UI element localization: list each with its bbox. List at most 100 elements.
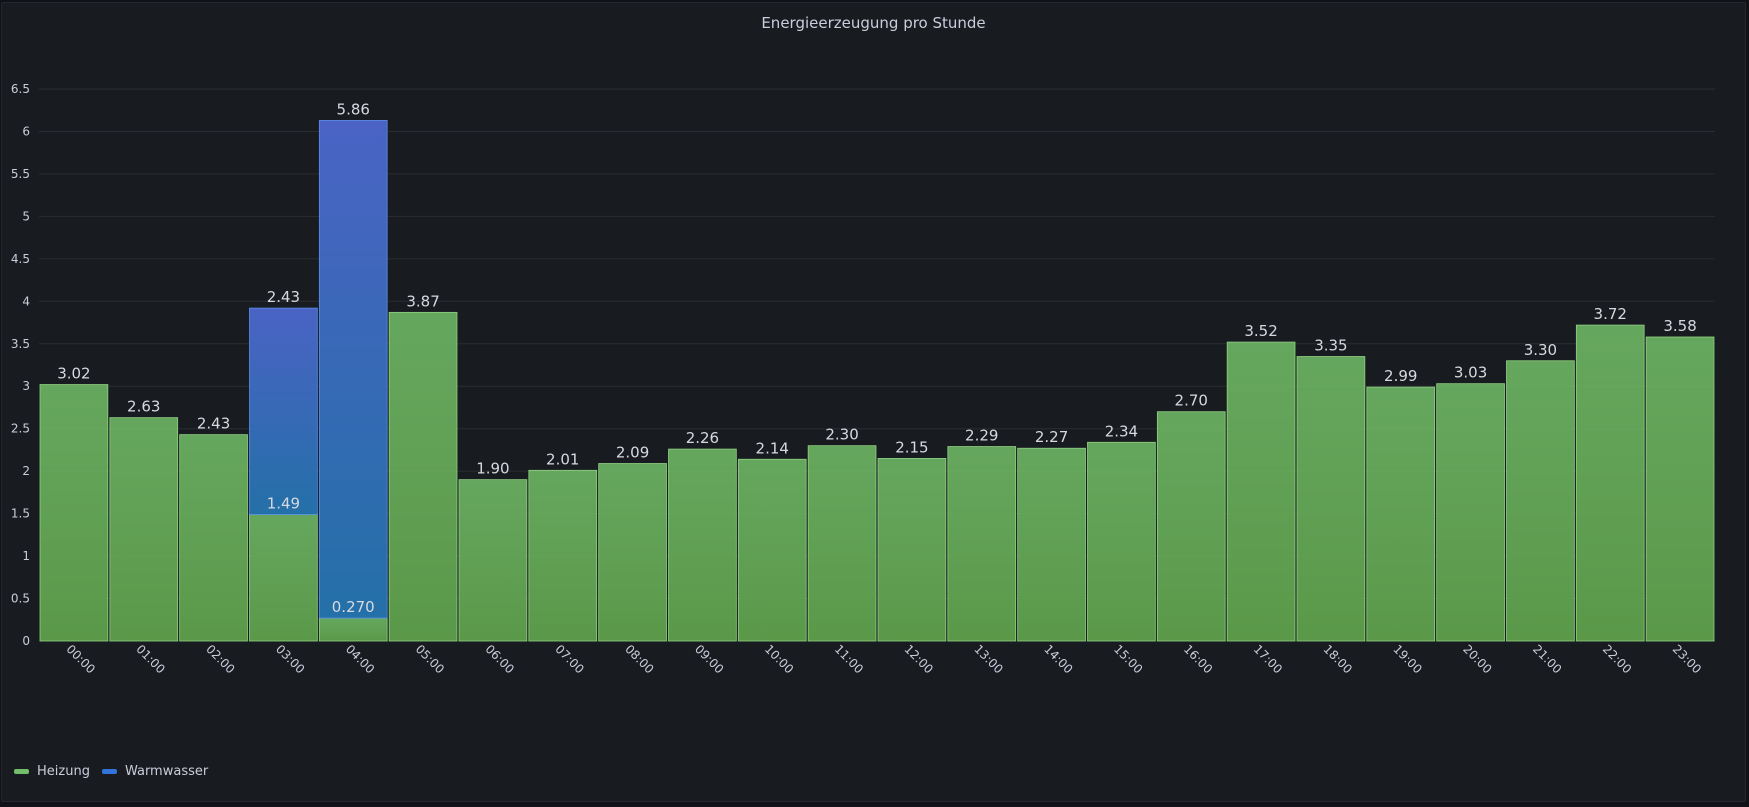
x-tick-label: 20:00 (1460, 642, 1494, 676)
bar-heizung[interactable] (318, 617, 388, 642)
bar-warmwasser[interactable] (318, 120, 388, 619)
x-tick-label: 21:00 (1530, 642, 1564, 676)
x-tick-label: 23:00 (1670, 642, 1704, 676)
y-tick-label: 5.5 (11, 167, 30, 181)
data-label-heizung: 2.63 (127, 398, 160, 416)
x-axis: 00:00 01:00 02:00 03:00 04:00 05:00 06:00 07:00… (64, 642, 1705, 676)
data-label-heizung: 3.87 (406, 292, 439, 310)
bar-heizung[interactable] (737, 458, 807, 642)
data-label-heizung: 2.09 (616, 444, 649, 462)
data-label-heizung: 2.15 (895, 438, 928, 456)
x-tick-label: 22:00 (1600, 642, 1634, 676)
legend-label-heizung: Heizung (37, 764, 90, 779)
data-label-heizung: 2.01 (546, 450, 579, 468)
x-tick-label: 19:00 (1390, 642, 1424, 676)
legend-label-warmwasser: Warmwasser (124, 764, 209, 779)
y-tick-label: 0 (22, 634, 30, 648)
x-tick-label: 10:00 (762, 642, 796, 676)
bar-heizung[interactable] (807, 445, 877, 642)
legend-swatch-warmwasser (101, 769, 117, 774)
data-label-heizung: 3.30 (1524, 341, 1557, 359)
bars (39, 120, 1715, 642)
bar-heizung[interactable] (1087, 441, 1156, 642)
bar-heizung[interactable] (668, 448, 737, 642)
x-tick-label: 14:00 (1041, 642, 1075, 676)
x-tick-label: 02:00 (203, 642, 237, 676)
legend-item-warmwasser[interactable]: Warmwasser (101, 764, 209, 779)
data-label-heizung: 2.26 (686, 429, 719, 447)
data-label-heizung: 1.90 (476, 460, 509, 478)
data-label-heizung: 2.99 (1384, 367, 1417, 385)
bar-heizung[interactable] (249, 514, 318, 642)
bar-heizung[interactable] (1296, 356, 1366, 642)
data-label-heizung: 1.49 (267, 494, 300, 512)
bar-heizung[interactable] (179, 434, 248, 642)
x-tick-label: 06:00 (483, 642, 517, 676)
x-tick-label: 15:00 (1111, 642, 1145, 676)
data-label-heizung: 2.14 (756, 439, 789, 457)
x-tick-label: 16:00 (1181, 642, 1215, 676)
y-tick-label: 6 (22, 124, 30, 138)
bar-heizung[interactable] (947, 446, 1017, 642)
y-tick-label: 2 (22, 464, 30, 478)
y-tick-label: 1.5 (11, 507, 30, 521)
x-tick-label: 00:00 (64, 642, 98, 676)
data-label-heizung: 0.270 (332, 598, 375, 616)
data-label-heizung: 2.30 (825, 426, 858, 444)
x-tick-label: 13:00 (971, 642, 1005, 676)
data-label-warmwasser: 2.43 (267, 288, 300, 306)
data-label-heizung: 3.02 (57, 365, 90, 383)
bar-heizung[interactable] (877, 458, 947, 642)
x-tick-label: 03:00 (273, 642, 307, 676)
x-tick-label: 04:00 (343, 642, 377, 676)
panel-title: Energieerzeugung pro Stunde (761, 14, 986, 32)
data-label-heizung: 3.35 (1314, 337, 1347, 355)
data-labels: 3.02 2.63 2.43 1.49 2.43 0.270 5.86 3.87 1.90 2.0… (57, 100, 1697, 616)
x-tick-label: 11:00 (832, 642, 866, 676)
x-tick-label: 17:00 (1251, 642, 1285, 676)
data-label-heizung: 2.34 (1105, 422, 1138, 440)
bar-heizung[interactable] (1645, 336, 1715, 642)
bar-heizung[interactable] (1226, 341, 1296, 642)
y-tick-label: 4.5 (11, 252, 30, 266)
data-label-warmwasser: 5.86 (337, 100, 370, 118)
x-tick-label: 07:00 (552, 642, 586, 676)
data-label-heizung: 3.52 (1244, 322, 1277, 340)
bar-heizung[interactable] (528, 469, 598, 642)
x-tick-label: 01:00 (133, 642, 167, 676)
legend: Heizung Warmwasser (14, 764, 208, 779)
x-tick-label: 12:00 (902, 642, 936, 676)
bar-heizung[interactable] (1156, 411, 1226, 642)
data-label-heizung: 3.03 (1454, 364, 1487, 382)
y-tick-label: 3.5 (11, 337, 30, 351)
bar-heizung[interactable] (598, 463, 667, 642)
y-tick-label: 4 (22, 294, 30, 308)
x-tick-label: 08:00 (622, 642, 656, 676)
x-tick-label: 18:00 (1321, 642, 1355, 676)
legend-swatch-heizung (14, 769, 29, 774)
legend-item-heizung[interactable]: Heizung (14, 764, 90, 779)
bar-heizung[interactable] (458, 479, 528, 642)
bar-heizung[interactable] (109, 417, 179, 642)
bar-warmwasser[interactable] (249, 307, 318, 515)
bar-heizung[interactable] (1575, 324, 1645, 642)
y-axis: 0 0.5 1 1.5 2 2.5 3 3.5 4 4.5 5 5.5 6 6.5 (11, 82, 30, 648)
data-label-heizung: 2.43 (197, 415, 230, 433)
y-tick-label: 1 (22, 549, 30, 563)
grid-lines (39, 88, 1715, 642)
bar-heizung[interactable] (1366, 386, 1436, 642)
bar-heizung[interactable] (1017, 447, 1086, 642)
x-tick-label: 05:00 (413, 642, 447, 676)
y-tick-label: 5 (22, 209, 30, 223)
data-label-heizung: 2.27 (1035, 428, 1068, 446)
y-tick-label: 0.5 (11, 592, 30, 606)
data-label-heizung: 2.70 (1175, 392, 1208, 410)
y-tick-label: 6.5 (11, 82, 30, 96)
bar-heizung[interactable] (1506, 360, 1575, 642)
x-tick-label: 09:00 (692, 642, 726, 676)
bar-heizung[interactable] (39, 384, 109, 642)
bar-heizung[interactable] (1436, 383, 1505, 642)
bar-heizung[interactable] (388, 311, 458, 642)
data-label-heizung: 2.29 (965, 427, 998, 445)
